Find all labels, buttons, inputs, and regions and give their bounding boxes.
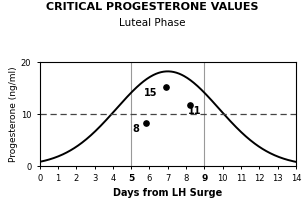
Text: 15: 15 [144, 88, 157, 98]
X-axis label: Days from LH Surge: Days from LH Surge [113, 188, 222, 198]
Text: Luteal Phase: Luteal Phase [119, 18, 186, 28]
Text: CRITICAL PROGESTERONE VALUES: CRITICAL PROGESTERONE VALUES [46, 2, 259, 12]
Text: 11: 11 [188, 106, 201, 116]
Text: 8: 8 [132, 124, 139, 134]
Y-axis label: Progesterone (ng/ml): Progesterone (ng/ml) [9, 66, 18, 162]
